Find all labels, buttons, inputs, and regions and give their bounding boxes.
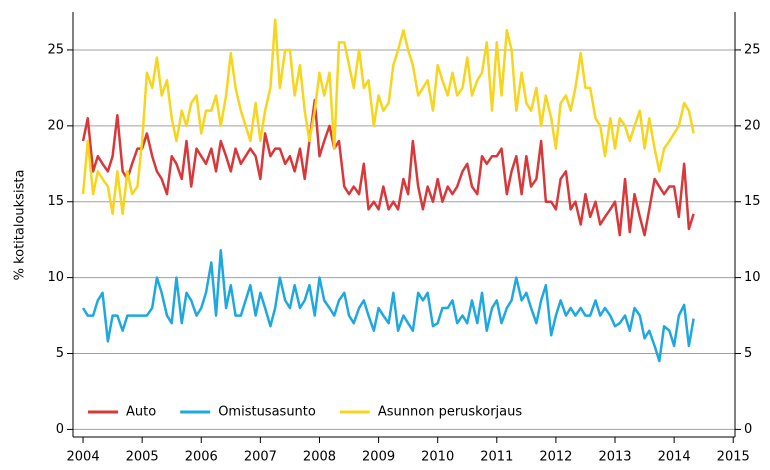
x-tick-label: 2014 (658, 450, 691, 465)
y-tick-label: 10 (47, 270, 64, 285)
y-tick-label: 5 (56, 346, 64, 361)
x-tick-label: 2011 (480, 450, 513, 465)
y-axis-label: % kotitalouksista (13, 170, 28, 281)
x-tick-label: 2008 (303, 450, 336, 465)
x-tick-label: 2005 (126, 450, 159, 465)
data-line (81, 98, 695, 237)
y-tick-label: 0 (56, 422, 64, 437)
data-line (81, 18, 695, 216)
y-tick-label: 20 (47, 118, 64, 133)
y2-tick-label: 10 (744, 270, 761, 285)
legend-label: Asunnon peruskorjaus (378, 405, 522, 420)
x-tick-label: 2004 (67, 450, 100, 465)
y2-tick-label: 20 (744, 118, 761, 133)
x-tick-label: 2009 (362, 450, 395, 465)
y2-tick-label: 25 (744, 42, 761, 57)
data-line (81, 249, 695, 363)
legend-label: Auto (126, 405, 156, 420)
y2-tick-label: 5 (744, 346, 752, 361)
x-tick-label: 2013 (598, 450, 631, 465)
x-tick-label: 2007 (244, 450, 277, 465)
y2-tick-label: 15 (744, 194, 761, 209)
y2-tick-label: 0 (744, 422, 752, 437)
x-tick-label: 2012 (539, 450, 572, 465)
y-tick-label: 15 (47, 194, 64, 209)
x-tick-label: 2015 (717, 450, 750, 465)
legend-box (84, 402, 531, 422)
legend-label: Omistusasunto (218, 405, 316, 420)
x-tick-label: 2010 (421, 450, 454, 465)
x-tick-label: 2006 (185, 450, 218, 465)
y-tick-label: 25 (47, 42, 64, 57)
